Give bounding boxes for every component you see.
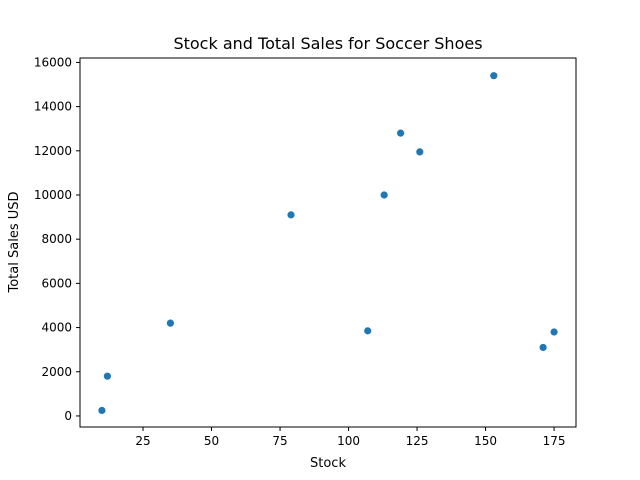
data-point	[380, 191, 388, 199]
y-axis-label: Total Sales USD	[7, 191, 22, 293]
y-tick-label: 4000	[41, 321, 72, 335]
x-tick-label: 150	[474, 434, 497, 448]
data-point	[287, 211, 295, 219]
data-point	[550, 328, 558, 336]
y-tick-label: 8000	[41, 232, 72, 246]
data-point	[166, 319, 175, 327]
y-tick-label: 16000	[34, 55, 72, 69]
x-tick-label: 100	[337, 434, 360, 448]
y-axis: 0 2000 4000 6000 8000 10000 12000 14000 16000	[34, 55, 80, 423]
x-axis: 25 50 75 100 125 150 175	[135, 427, 566, 448]
y-tick-label: 6000	[41, 276, 72, 290]
x-axis-label: Stock	[310, 456, 346, 471]
data-point	[397, 129, 405, 137]
x-tick-label: 75	[272, 434, 287, 448]
x-tick-label: 125	[406, 434, 429, 448]
y-tick-label: 14000	[34, 100, 72, 114]
y-tick-label: 2000	[41, 365, 72, 379]
data-point	[103, 372, 112, 380]
x-tick-label: 50	[204, 434, 219, 448]
data-point	[539, 343, 547, 352]
data-point	[490, 72, 498, 80]
data-point	[416, 148, 424, 156]
plot-area	[79, 57, 577, 428]
y-tick-label: 10000	[34, 188, 72, 202]
chart-title: Stock and Total Sales for Soccer Shoes	[173, 34, 482, 53]
plot-frame	[79, 57, 577, 428]
points-layer	[98, 72, 558, 415]
data-point	[98, 406, 106, 415]
y-tick-label: 12000	[34, 144, 72, 158]
x-tick-label: 25	[135, 434, 150, 448]
data-point	[364, 327, 372, 335]
x-tick-label: 175	[543, 434, 566, 448]
y-tick-label: 0	[64, 409, 72, 423]
